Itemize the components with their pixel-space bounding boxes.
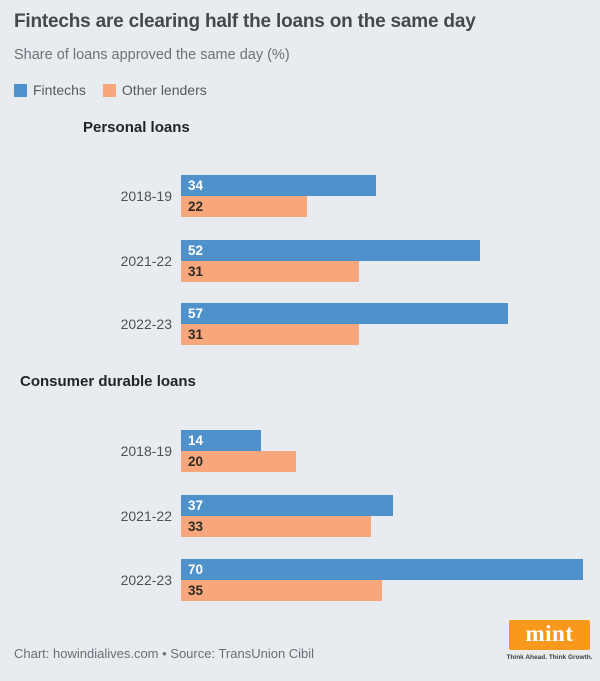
category-label: 2021-22	[120, 508, 172, 524]
chart-row: 2021-22 52 31	[0, 240, 600, 282]
category-label: 2022-23	[120, 316, 172, 332]
category-label: 2022-23	[120, 572, 172, 588]
mint-tagline: Think Ahead. Think Growth.	[506, 654, 593, 661]
mint-logo: mint	[509, 620, 590, 650]
bar-other-lenders: 20	[181, 451, 296, 472]
chart-row: 2021-22 37 33	[0, 495, 600, 537]
bar-value-label: 57	[188, 306, 204, 321]
legend-label-other-lenders: Other lenders	[121, 82, 207, 98]
section-heading-personal-loans: Personal loans	[83, 119, 190, 136]
bar-fintechs: 37	[181, 495, 393, 516]
bar-value-label: 52	[188, 243, 204, 258]
bar-fintechs: 70	[181, 559, 583, 580]
legend-swatch-other-lenders	[102, 83, 116, 97]
legend-label-fintechs: Fintechs	[33, 82, 86, 98]
bar-value-label: 35	[188, 583, 204, 598]
legend: Fintechs Other lenders	[14, 82, 207, 98]
bar-value-label: 31	[188, 264, 204, 279]
bar-value-label: 22	[188, 199, 204, 214]
legend-item-fintechs: Fintechs	[14, 82, 86, 98]
legend-swatch-fintechs	[14, 83, 27, 97]
bar-other-lenders: 31	[181, 324, 359, 345]
bar-other-lenders: 33	[181, 516, 371, 537]
category-label: 2018-19	[120, 188, 172, 204]
bar-fintechs: 14	[181, 430, 261, 451]
bar-value-label: 14	[188, 433, 204, 448]
bar-value-label: 31	[188, 327, 204, 342]
bar-other-lenders: 31	[181, 261, 359, 282]
chart-row: 2022-23 70 35	[0, 559, 600, 601]
bar-fintechs: 34	[181, 175, 376, 196]
chart-title: Fintechs are clearing half the loans on …	[14, 11, 476, 32]
category-label: 2021-22	[120, 253, 172, 269]
bar-fintechs: 57	[181, 303, 508, 324]
chart-row: 2018-19 34 22	[0, 175, 600, 217]
bar-other-lenders: 22	[181, 196, 307, 217]
bar-value-label: 33	[188, 519, 204, 534]
category-label: 2018-19	[120, 443, 172, 459]
bar-value-label: 20	[188, 454, 204, 469]
source-credit: Chart: howindialives.com • Source: Trans…	[14, 646, 315, 661]
legend-item-other-lenders: Other lenders	[102, 82, 207, 98]
mint-logo-text: mint	[525, 621, 574, 646]
chart-row: 2018-19 14 20	[0, 430, 600, 472]
chart-row: 2022-23 57 31	[0, 303, 600, 345]
bar-value-label: 70	[188, 562, 204, 577]
chart-subtitle: Share of loans approved the same day (%)	[14, 47, 290, 63]
section-heading-consumer-durable-loans: Consumer durable loans	[20, 373, 196, 390]
bar-value-label: 37	[188, 498, 204, 513]
bar-other-lenders: 35	[181, 580, 382, 601]
bar-value-label: 34	[188, 178, 204, 193]
bar-fintechs: 52	[181, 240, 480, 261]
